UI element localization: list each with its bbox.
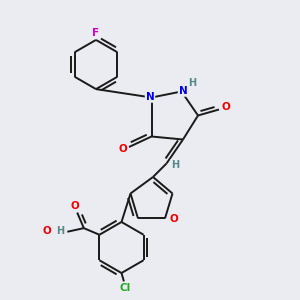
Text: N: N: [178, 86, 188, 96]
Text: H: H: [188, 78, 196, 88]
Text: O: O: [43, 226, 52, 236]
Text: O: O: [70, 201, 79, 211]
Text: O: O: [118, 143, 127, 154]
Text: H: H: [171, 160, 179, 170]
Text: Cl: Cl: [120, 283, 131, 293]
Text: O: O: [169, 214, 178, 224]
Text: O: O: [221, 101, 230, 112]
Text: N: N: [146, 92, 154, 102]
Text: H: H: [56, 226, 64, 236]
Text: F: F: [92, 28, 100, 38]
